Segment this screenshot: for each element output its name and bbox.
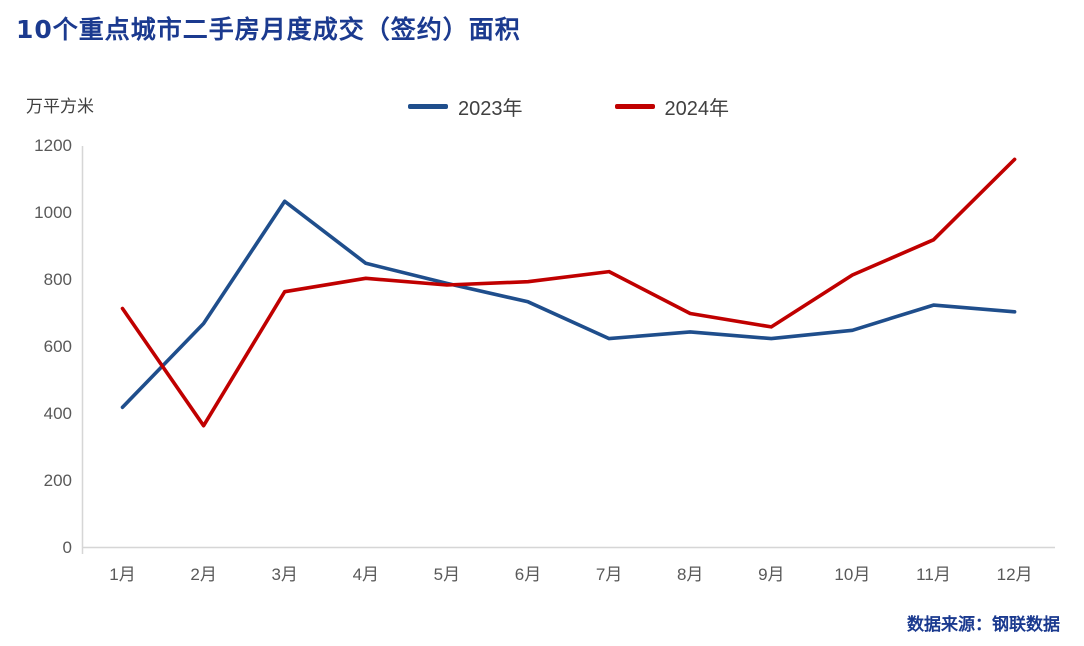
legend-swatch-icon xyxy=(614,104,655,109)
x-tick-label: 11月 xyxy=(916,565,951,584)
x-tick-label: 12月 xyxy=(996,565,1033,584)
y-axis-unit-label: 万平方米 xyxy=(26,97,94,116)
y-tick-label: 0 xyxy=(62,538,72,557)
x-tick-label: 7月 xyxy=(595,565,623,584)
x-tick-label: 4月 xyxy=(352,565,380,584)
x-tick-label: 6月 xyxy=(514,565,542,584)
y-tick-label: 1000 xyxy=(34,203,72,222)
x-tick-label: 10月 xyxy=(834,565,871,584)
series-line-2023年 xyxy=(120,199,1017,410)
legend-label: 2023年 xyxy=(458,98,523,120)
y-tick-label: 600 xyxy=(43,337,72,356)
legend-swatch-icon xyxy=(408,104,448,109)
legend-item-2023年: 2023年 xyxy=(408,92,523,121)
y-tick-label: 200 xyxy=(43,471,72,490)
x-tick-label: 1月 xyxy=(109,565,136,584)
y-tick-label: 400 xyxy=(43,404,72,423)
y-tick-label: 800 xyxy=(43,270,72,289)
plot-area xyxy=(81,146,1055,554)
data-source-note: 数据来源：钢联数据 xyxy=(907,615,1060,634)
x-tick-label: 2月 xyxy=(190,565,217,584)
x-tick-label: 8月 xyxy=(676,565,704,584)
x-tick-label: 9月 xyxy=(758,565,785,584)
x-tick-label: 5月 xyxy=(433,565,461,584)
x-tick-label: 3月 xyxy=(271,565,298,584)
chart-title: 10个重点城市二手房月度成交（签约）面积 xyxy=(16,15,521,44)
chart-legend: 2023年 2024年 xyxy=(82,92,1055,121)
legend-label: 2024年 xyxy=(664,98,730,120)
y-tick-label: 1200 xyxy=(34,136,72,155)
legend-item-2024年: 2024年 xyxy=(614,92,730,121)
series-line-2024年 xyxy=(120,157,1017,428)
